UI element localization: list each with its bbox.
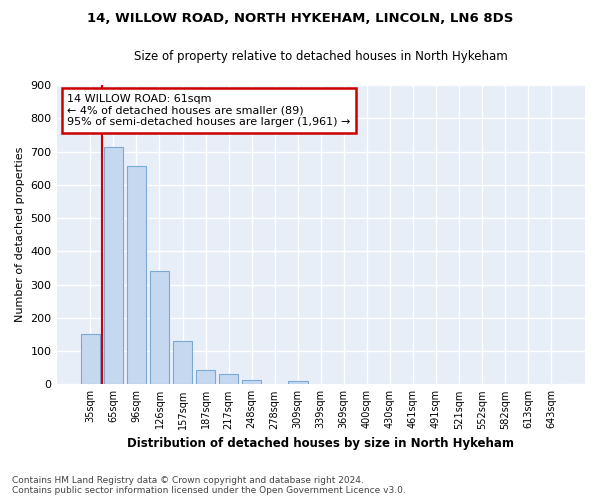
Bar bbox=[104, 146, 123, 384]
Title: Size of property relative to detached houses in North Hykeham: Size of property relative to detached ho… bbox=[134, 50, 508, 63]
Bar bbox=[196, 370, 215, 384]
Bar bbox=[127, 166, 146, 384]
Bar bbox=[173, 341, 193, 384]
Bar bbox=[219, 374, 238, 384]
Text: 14, WILLOW ROAD, NORTH HYKEHAM, LINCOLN, LN6 8DS: 14, WILLOW ROAD, NORTH HYKEHAM, LINCOLN,… bbox=[87, 12, 513, 26]
Bar bbox=[242, 380, 262, 384]
Text: Contains HM Land Registry data © Crown copyright and database right 2024.
Contai: Contains HM Land Registry data © Crown c… bbox=[12, 476, 406, 495]
Text: 14 WILLOW ROAD: 61sqm
← 4% of detached houses are smaller (89)
95% of semi-detac: 14 WILLOW ROAD: 61sqm ← 4% of detached h… bbox=[67, 94, 350, 127]
X-axis label: Distribution of detached houses by size in North Hykeham: Distribution of detached houses by size … bbox=[127, 437, 514, 450]
Bar bbox=[149, 271, 169, 384]
Bar bbox=[80, 334, 100, 384]
Y-axis label: Number of detached properties: Number of detached properties bbox=[15, 147, 25, 322]
Bar bbox=[288, 381, 308, 384]
